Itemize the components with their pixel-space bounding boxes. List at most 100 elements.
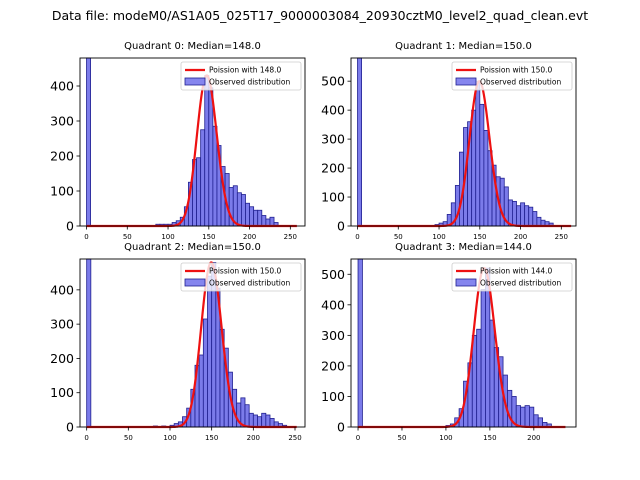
legend-poisson-label: Poission with 148.0 — [209, 66, 282, 75]
legend-box — [180, 61, 302, 91]
histogram-bar — [86, 258, 92, 428]
histogram-bar — [532, 211, 538, 227]
histogram-bar — [261, 215, 267, 227]
histogram-bar — [236, 192, 242, 227]
histogram-bar — [200, 129, 206, 227]
plot-frame — [350, 258, 577, 428]
histogram-bar — [212, 125, 218, 227]
legend-box — [451, 61, 573, 91]
y-tick-label: 400 — [321, 297, 345, 312]
y-tick-label: 0 — [66, 219, 74, 234]
y-tick-label: 100 — [321, 190, 345, 205]
x-tick-label: 0 — [84, 233, 88, 241]
histogram-bar — [249, 206, 255, 227]
histogram-bar — [241, 194, 246, 227]
histogram-bar — [489, 319, 495, 428]
histogram-bar — [476, 328, 482, 428]
legend-observed-swatch — [184, 77, 206, 86]
legend-observed-label: Observed distribution — [480, 78, 561, 87]
histogram-bar — [520, 202, 526, 227]
histogram-bar — [257, 416, 263, 428]
x-tick-label: 50 — [398, 434, 407, 442]
histogram-bar — [483, 130, 489, 227]
y-tick-label: 400 — [50, 282, 74, 297]
histogram-bar — [533, 414, 539, 428]
legend-observed-label: Observed distribution — [480, 279, 561, 288]
histogram-bar — [480, 289, 486, 428]
histogram-bar — [520, 406, 526, 428]
y-tick-label: 500 — [321, 267, 345, 282]
legend-observed-swatch — [184, 278, 206, 287]
histogram-bar — [471, 109, 477, 227]
quadrant-1-panel: 0 50 100 150 200 250 0 100 200 300 400 500 Quadrant … — [321, 41, 577, 241]
histogram-bar — [265, 414, 271, 428]
x-tick-label: 250 — [288, 434, 301, 442]
histogram-bar — [512, 200, 517, 227]
y-tick-label: 200 — [50, 149, 74, 164]
histogram-bar — [475, 80, 481, 227]
histogram-bar — [357, 57, 362, 227]
y-tick-label: 200 — [50, 351, 74, 366]
histogram-bar — [515, 405, 522, 428]
histogram-bar — [524, 205, 530, 227]
legend-observed-label: Observed distribution — [209, 78, 290, 87]
legend-poisson-label: Poission with 150.0 — [480, 66, 553, 75]
x-tick-label: 200 — [247, 434, 260, 442]
x-tick-label: 200 — [527, 434, 540, 442]
y-tick-label: 400 — [321, 103, 345, 118]
y-tick-label: 100 — [50, 184, 74, 199]
x-tick-label: 150 — [473, 233, 486, 241]
quadrant-3-panel: 0 50 100 150 200 0 100 200 300 400 500 Quadrant 3: … — [321, 242, 577, 442]
histogram-bar — [507, 199, 513, 227]
quadrant-title: Quadrant 1: Median=150.0 — [395, 41, 532, 52]
histogram-bar — [204, 75, 210, 227]
x-tick-label: 100 — [161, 233, 174, 241]
x-tick-label: 100 — [439, 434, 452, 442]
y-tick-label: 200 — [321, 161, 345, 176]
histogram-bar — [257, 209, 263, 227]
x-tick-label: 50 — [124, 434, 133, 442]
histogram-bar — [357, 258, 363, 428]
y-tick-label: 100 — [321, 389, 345, 404]
legend-poisson-label: Poission with 150.0 — [209, 267, 282, 276]
y-tick-label: 100 — [50, 385, 74, 400]
histogram-bar — [198, 354, 204, 428]
y-tick-label: 300 — [321, 132, 345, 147]
legend-box — [180, 262, 302, 292]
quadrant-title: Quadrant 3: Median=144.0 — [395, 242, 532, 253]
x-tick-label: 150 — [205, 434, 218, 442]
x-tick-label: 50 — [123, 233, 132, 241]
plot-frame — [79, 57, 306, 227]
y-tick-label: 0 — [337, 420, 345, 435]
histogram-bar — [528, 206, 534, 227]
y-tick-label: 300 — [50, 114, 74, 129]
y-tick-label: 500 — [321, 74, 345, 89]
histogram-bar — [479, 103, 485, 227]
histogram-bar — [196, 157, 202, 227]
y-tick-label: 400 — [50, 79, 74, 94]
y-tick-label: 300 — [321, 328, 345, 343]
x-tick-label: 250 — [555, 233, 568, 241]
y-tick-label: 0 — [66, 420, 74, 435]
histogram-bar — [86, 57, 91, 227]
histogram-bar — [244, 404, 250, 428]
histogram-bar — [252, 414, 258, 428]
x-tick-label: 50 — [394, 233, 403, 241]
x-tick-label: 200 — [243, 233, 256, 241]
legend-observed-swatch — [455, 278, 477, 287]
x-tick-label: 0 — [84, 434, 88, 442]
histogram-bar — [516, 205, 521, 227]
legend-observed-label: Observed distribution — [209, 279, 290, 288]
x-tick-label: 100 — [163, 434, 176, 442]
quadrant-2-panel: 0 50 100 150 200 250 0 100 200 300 400 Quadrant 2: … — [50, 242, 306, 442]
histogram-bar — [537, 417, 544, 428]
histogram-bar — [208, 87, 214, 227]
x-tick-label: 150 — [483, 434, 496, 442]
histogram-bar — [471, 334, 478, 428]
histogram-bar — [269, 418, 275, 428]
legend-poisson-label: Poission with 144.0 — [480, 267, 553, 276]
histogram-bar — [536, 216, 542, 227]
quadrant-title: Quadrant 0: Median=148.0 — [124, 41, 261, 52]
x-tick-label: 100 — [432, 233, 445, 241]
